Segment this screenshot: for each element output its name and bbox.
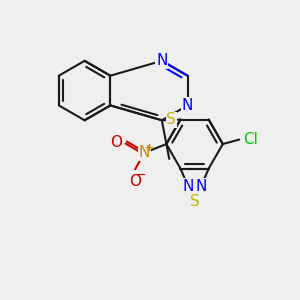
Text: S: S <box>166 112 176 128</box>
Text: −: − <box>135 169 146 182</box>
Text: O: O <box>129 174 141 189</box>
Text: N: N <box>182 98 193 113</box>
Text: Cl: Cl <box>244 132 259 147</box>
Text: N: N <box>182 179 194 194</box>
Text: S: S <box>190 194 200 209</box>
Text: O: O <box>110 135 122 150</box>
Text: N: N <box>138 146 150 160</box>
Text: +: + <box>145 142 154 153</box>
Text: N: N <box>156 53 167 68</box>
Text: N: N <box>195 179 207 194</box>
